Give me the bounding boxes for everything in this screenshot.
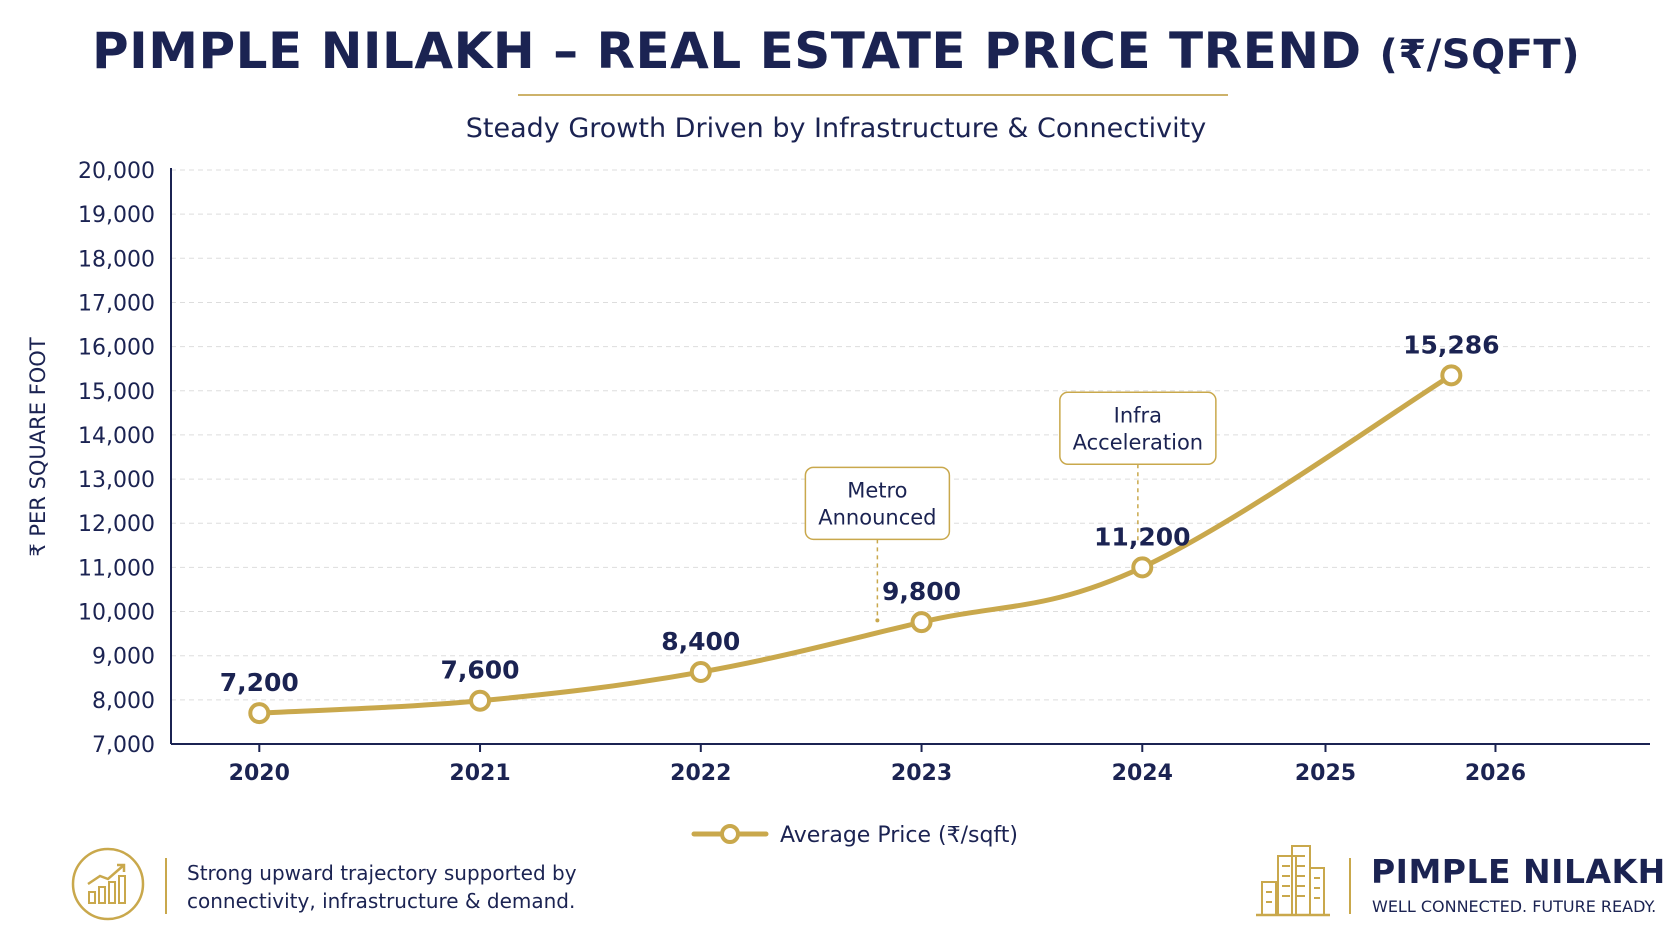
x-tick-label: 2022: [670, 761, 731, 786]
annotation-text: Acceleration: [1073, 430, 1204, 454]
title-underline: [518, 94, 1228, 96]
data-label: 7,600: [441, 656, 520, 685]
data-point: [910, 611, 933, 634]
brand-tagline: WELL CONNECTED. FUTURE READY.: [1372, 897, 1657, 916]
y-tick-label: 7,000: [92, 733, 155, 758]
y-tick-label: 15,000: [78, 380, 155, 405]
chart-title-text: PIMPLE NILAKH – REAL ESTATE PRICE TREND: [92, 22, 1362, 80]
data-label: 15,286: [1403, 330, 1499, 359]
brand-name: PIMPLE NILAKH: [1371, 852, 1666, 891]
y-tick-label: 11,000: [78, 556, 155, 581]
y-tick-label: 8,000: [92, 689, 155, 714]
footer-note-line1: Strong upward trajectory supported by: [187, 861, 577, 885]
data-label: 9,800: [882, 577, 961, 606]
x-tick-label: 2023: [891, 761, 952, 786]
chart-title-unit: (₹/SQFT): [1379, 32, 1580, 78]
legend-swatch-marker: [720, 824, 740, 844]
y-tick-label: 17,000: [78, 291, 155, 316]
footer-note-line2: connectivity, infrastructure & demand.: [187, 889, 576, 913]
data-point: [689, 661, 712, 684]
annotation-anchor-dot: [875, 618, 880, 623]
x-tick-label: 2021: [449, 761, 510, 786]
annotation-text: Infra: [1114, 403, 1162, 427]
y-tick-label: 10,000: [78, 601, 155, 626]
legend-label: Average Price (₹/sqft): [780, 823, 1018, 848]
chart-subtitle: Steady Growth Driven by Infrastructure &…: [465, 113, 1207, 144]
y-tick-label: 9,000: [92, 645, 155, 670]
buildings-icon: [1256, 845, 1330, 917]
x-tick-label: 2026: [1465, 761, 1526, 786]
data-point: [248, 702, 271, 725]
y-tick-label: 12,000: [78, 512, 155, 537]
footer-divider: [165, 858, 167, 914]
x-tick-label: 2024: [1112, 761, 1173, 786]
y-tick-label: 13,000: [78, 468, 155, 493]
y-axis-label: ₹ PER SQUARE FOOT: [26, 337, 50, 557]
data-label: 8,400: [661, 627, 740, 656]
y-tick-label: 19,000: [78, 203, 155, 228]
annotation-box: [1059, 391, 1217, 466]
annotation-text: Metro: [847, 478, 907, 502]
data-label: 11,200: [1094, 522, 1190, 551]
y-tick-label: 18,000: [78, 247, 155, 272]
chart-title: PIMPLE NILAKH – REAL ESTATE PRICE TREND …: [0, 22, 1672, 80]
y-tick-label: 14,000: [78, 424, 155, 449]
y-tick-label: 16,000: [78, 336, 155, 361]
data-label: 7,200: [220, 668, 299, 697]
annotation-text: Announced: [818, 505, 936, 529]
brand-divider: [1349, 858, 1351, 914]
series-line: [256, 372, 1454, 716]
data-point: [469, 689, 492, 712]
data-point: [1440, 364, 1463, 387]
growth-chart-icon: [71, 847, 145, 921]
data-point: [1131, 556, 1154, 579]
x-tick-label: 2020: [229, 761, 290, 786]
annotation-box: [804, 466, 951, 541]
y-tick-label: 20,000: [78, 159, 155, 184]
x-tick-label: 2025: [1295, 761, 1356, 786]
footer-note: Strong upward trajectory supported by co…: [187, 859, 577, 915]
